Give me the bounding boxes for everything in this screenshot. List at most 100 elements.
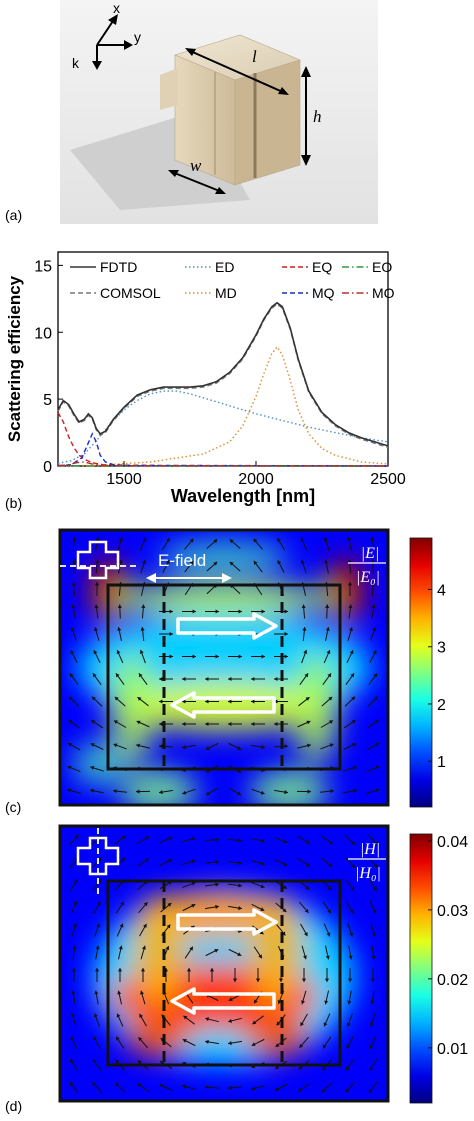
vector-arrowhead	[191, 859, 196, 864]
legend-label-mo: MO	[372, 285, 395, 301]
vector-arrowhead	[375, 765, 380, 770]
vector-arrowhead	[371, 604, 376, 609]
current-arrow-right	[176, 908, 278, 936]
panel-a-photo: x y k l h w (a)	[5, 0, 378, 224]
vector-arrowhead	[113, 789, 117, 794]
vector-arrowhead	[348, 955, 353, 960]
vector-arrowhead	[238, 654, 242, 659]
vector-arrowhead	[139, 649, 144, 654]
panel-label-a: (a)	[5, 207, 22, 223]
vector-arrowhead	[228, 997, 233, 1001]
vector-arrowhead	[299, 1043, 304, 1048]
current-arrow-right	[176, 612, 278, 640]
vector-arrowhead	[229, 561, 234, 566]
vector-arrowhead	[353, 788, 357, 793]
vector-arrowhead	[253, 560, 258, 565]
y-tick-label: 5	[43, 392, 52, 409]
vector-arrowhead	[349, 932, 354, 937]
vector-arrowhead	[347, 978, 353, 982]
vector-arrowhead	[347, 559, 352, 564]
dimension-arrows	[168, 48, 311, 194]
vector-arrowhead	[252, 1020, 257, 1025]
vector-arrowhead	[306, 720, 311, 725]
vector-arrowhead	[191, 837, 196, 842]
vector-arrowhead	[298, 1087, 303, 1092]
current-arrow-left	[170, 987, 276, 1015]
vector-arrowhead	[189, 560, 194, 565]
vector-arrowhead	[251, 699, 255, 704]
vector-arrowhead	[159, 744, 163, 749]
vector-arrowhead	[237, 952, 242, 956]
vector-arrowhead	[118, 559, 123, 564]
vector-arrowhead	[277, 1000, 282, 1004]
vector-arrowhead	[237, 746, 242, 750]
vector-arrowhead	[67, 765, 72, 770]
vector-arrowhead	[375, 788, 380, 793]
vector-arrowhead	[347, 1000, 352, 1005]
vector-arrowhead	[277, 538, 281, 543]
legend-label-fdtd: FDTD	[100, 259, 137, 275]
vector-arrowhead	[205, 676, 209, 682]
vector-arrowhead	[326, 932, 331, 937]
vector-arrowhead	[305, 862, 310, 867]
field-hotspot	[158, 541, 290, 574]
vector-arrowhead	[118, 945, 123, 950]
vector-arrowhead	[368, 1089, 373, 1094]
ratio-denominator: |H₀|	[355, 865, 381, 882]
vector-arrowhead	[301, 1000, 306, 1005]
vector-arrowhead	[323, 1022, 328, 1027]
y-axis-label: Scattering efficiency	[5, 275, 24, 442]
dim-label-l: l	[252, 47, 257, 66]
vector-arrowhead	[159, 676, 163, 682]
vector-arrowhead	[68, 719, 73, 724]
vector-arrowhead	[228, 1018, 233, 1023]
vector-arrowhead	[168, 836, 173, 841]
vector-arrowhead	[328, 696, 333, 701]
vector-arrowhead	[95, 559, 100, 564]
vector-arrowhead	[94, 627, 98, 632]
field-hotspot	[250, 769, 329, 805]
vector-arrowhead	[323, 537, 328, 542]
vector-arrowhead	[165, 560, 170, 565]
vector-arrowhead	[305, 885, 310, 890]
series-line-md	[57, 345, 389, 467]
vector-arrowhead	[205, 768, 210, 773]
vector-arrowhead	[284, 631, 288, 637]
vector-arrowhead	[120, 901, 124, 906]
vector-arrowhead	[228, 699, 232, 704]
vector-arrowhead	[276, 1021, 281, 1026]
vector-arrowhead	[350, 863, 355, 868]
vector-arrowhead	[70, 627, 75, 632]
vector-arrowhead	[215, 609, 219, 614]
vector-arrowhead	[284, 790, 288, 795]
vector-arrowhead	[116, 1036, 120, 1041]
series-line-mq	[57, 432, 389, 467]
vector-arrowhead	[284, 744, 288, 749]
vector-arrowhead	[237, 768, 242, 773]
vector-arrowhead	[143, 902, 148, 907]
vector-arrowhead	[275, 1043, 280, 1047]
vector-arrowhead	[303, 932, 308, 937]
vector-arrowhead	[329, 720, 334, 724]
vector-arrowhead	[92, 1059, 97, 1064]
current-arrow-left	[170, 691, 276, 719]
vector-arrowhead	[255, 978, 261, 982]
vector-arrowhead	[138, 673, 143, 678]
vector-arrowhead	[117, 990, 122, 995]
vector-arrowhead	[92, 1082, 97, 1087]
vector-arrowhead	[237, 791, 242, 796]
vector-arrowhead	[253, 538, 258, 543]
series-line-mo	[57, 461, 389, 467]
vector-arrowhead	[374, 719, 379, 724]
vector-arrowhead	[159, 1084, 164, 1088]
vector-arrowhead	[260, 861, 265, 866]
vector-arrowhead	[261, 745, 265, 750]
vector-arrowhead	[114, 696, 119, 701]
field-heatmap	[60, 826, 388, 1101]
vector-arrowhead	[71, 582, 76, 586]
vector-arrowhead	[261, 609, 265, 614]
vector-arrowhead	[349, 627, 353, 632]
vector-arrowhead	[298, 1065, 303, 1070]
ratio-numerator: |E|	[361, 545, 380, 562]
vector-arrowhead	[119, 537, 124, 542]
